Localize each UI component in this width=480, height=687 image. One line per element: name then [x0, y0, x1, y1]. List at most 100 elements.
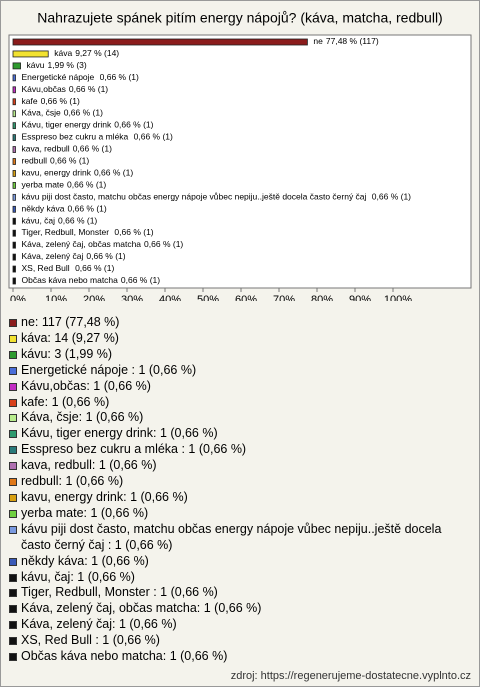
- bar: [12, 277, 16, 285]
- legend-swatch: [9, 350, 17, 359]
- x-tick-label: 90%: [349, 294, 371, 301]
- bar-label: Občas káva nebo matcha 0,66 % (1): [22, 275, 161, 285]
- legend-item: kafe: 1 (0,66 %): [9, 395, 471, 411]
- category-label: Tiger, Redbull, Monster: [22, 227, 112, 237]
- legend-label: Energetické nápoje : 1 (0,66 %): [21, 362, 197, 377]
- legend-label: kavu, energy drink: 1 (0,66 %): [21, 489, 188, 504]
- legend-item: kavu, energy drink: 1 (0,66 %): [9, 490, 471, 506]
- bar-label: Kávu,občas 0,66 % (1): [22, 84, 109, 94]
- legend-item: někdy káva: 1 (0,66 %): [9, 554, 471, 570]
- bar-label: Kávu, tiger energy drink 0,66 % (1): [22, 120, 154, 130]
- legend-swatch: [9, 334, 17, 343]
- x-tick-label: 100%: [384, 294, 412, 301]
- legend-item: Kávu, tiger energy drink: 1 (0,66 %): [9, 426, 471, 442]
- legend-swatch: [9, 637, 17, 646]
- value-label: 0,66 % (1): [75, 263, 114, 273]
- value-label: 0,66 % (1): [41, 96, 80, 106]
- value-label: 0,66 % (1): [69, 84, 108, 94]
- bar: [12, 253, 16, 261]
- bar-label: XS, Red Bull 0,66 % (1): [22, 263, 115, 273]
- x-tick-label: 30%: [121, 294, 143, 301]
- legend-label: kafe: 1 (0,66 %): [21, 394, 110, 409]
- value-label: 0,66 % (1): [100, 72, 139, 82]
- legend-label: kávu piji dost často, matchu občas energ…: [21, 521, 442, 552]
- legend-label: XS, Red Bull : 1 (0,66 %): [21, 633, 160, 648]
- bar-label: kavu, energy drink 0,66 % (1): [22, 168, 134, 178]
- bar: [12, 62, 21, 70]
- x-tick-label: 70%: [273, 294, 295, 301]
- category-label: yerba mate: [22, 180, 65, 190]
- category-label: Káva, čsje: [22, 108, 61, 118]
- legend-swatch: [9, 414, 17, 423]
- legend-item: Esspreso bez cukru a mléka : 1 (0,66 %): [9, 442, 471, 458]
- legend-label: redbull: 1 (0,66 %): [21, 474, 124, 489]
- legend-swatch: [9, 525, 17, 534]
- legend-swatch: [9, 446, 17, 455]
- legend-item: yerba mate: 1 (0,66 %): [9, 506, 471, 522]
- bar: [12, 217, 16, 225]
- legend-label: yerba mate: 1 (0,66 %): [21, 505, 149, 520]
- bar: [12, 134, 16, 142]
- legend-item: Tiger, Redbull, Monster : 1 (0,66 %): [9, 585, 471, 601]
- bar-label: kava, redbull 0,66 % (1): [22, 144, 113, 154]
- bar-label: Esspreso bez cukru a mléka 0,66 % (1): [22, 132, 174, 142]
- legend-swatch: [9, 462, 17, 471]
- category-label: kávu: [27, 60, 45, 70]
- legend-item: Káva, čsje: 1 (0,66 %): [9, 410, 471, 426]
- chart-title: Nahrazujete spánek pitím energy nápojů? …: [37, 10, 442, 26]
- legend-label: kávu, čaj: 1 (0,66 %): [21, 569, 135, 584]
- bar: [12, 241, 16, 249]
- value-label: 0,66 % (1): [144, 239, 183, 249]
- legend-item: Kávu,občas: 1 (0,66 %): [9, 379, 471, 395]
- x-tick-label: 40%: [159, 294, 181, 301]
- value-label: 9,27 % (14): [75, 48, 119, 58]
- value-label: 77,48 % (117): [326, 36, 379, 46]
- category-label: kávu, čaj: [22, 216, 56, 226]
- bar-label: Tiger, Redbull, Monster 0,66 % (1): [22, 227, 154, 237]
- category-label: Občas káva nebo matcha: [22, 275, 119, 285]
- legend-item: Káva, zelený čaj: 1 (0,66 %): [9, 617, 471, 633]
- x-tick-label: 60%: [235, 294, 257, 301]
- legend-item: kava, redbull: 1 (0,66 %): [9, 458, 471, 474]
- legend-label: kava, redbull: 1 (0,66 %): [21, 458, 157, 473]
- bar: [12, 181, 16, 189]
- category-label: kávu piji dost často, matchu občas energ…: [22, 192, 369, 202]
- category-label: Esspreso bez cukru a mléka: [22, 132, 131, 142]
- bar: [12, 98, 16, 106]
- bar-label: káva 9,27 % (14): [54, 48, 119, 58]
- bar-label: ne 77,48 % (117): [313, 36, 378, 46]
- bar: [12, 205, 16, 213]
- bar: [12, 50, 49, 58]
- legend-label: Kávu,občas: 1 (0,66 %): [21, 378, 151, 393]
- legend-label: Kávu, tiger energy drink: 1 (0,66 %): [21, 426, 218, 441]
- legend-swatch: [9, 557, 17, 566]
- value-label: 0,66 % (1): [58, 216, 97, 226]
- bar: [12, 193, 16, 201]
- legend-swatch: [9, 478, 17, 487]
- category-label: XS, Red Bull: [22, 263, 73, 273]
- legend-item: redbull: 1 (0,66 %): [9, 474, 471, 490]
- legend-label: Esspreso bez cukru a mléka : 1 (0,66 %): [21, 442, 247, 457]
- legend-swatch: [9, 366, 17, 375]
- legend-label: káva: 14 (9,27 %): [21, 330, 119, 345]
- legend-item: ne: 117 (77,48 %): [9, 315, 471, 331]
- legend-label: Káva, čsje: 1 (0,66 %): [21, 410, 144, 425]
- legend-item: Energetické nápoje : 1 (0,66 %): [9, 363, 471, 379]
- legend-swatch: [9, 430, 17, 439]
- x-tick-label: 0%: [10, 294, 26, 301]
- legend-label: Káva, zelený čaj: 1 (0,66 %): [21, 617, 177, 632]
- legend-label: Občas káva nebo matcha: 1 (0,66 %): [21, 649, 228, 664]
- legend-swatch: [9, 493, 17, 502]
- category-label: Káva, zelený čaj: [22, 251, 84, 261]
- legend-swatch: [9, 653, 17, 662]
- category-label: Kávu,občas: [22, 84, 66, 94]
- legend-label: někdy káva: 1 (0,66 %): [21, 553, 149, 568]
- value-label: 1,99 % (3): [48, 60, 87, 70]
- value-label: 0,66 % (1): [86, 251, 125, 261]
- legend-item: Občas káva nebo matcha: 1 (0,66 %): [9, 649, 471, 665]
- value-label: 0,66 % (1): [68, 204, 107, 214]
- bar: [12, 86, 16, 94]
- legend: ne: 117 (77,48 %) káva: 14 (9,27 %) kávu: …: [9, 315, 471, 665]
- legend-swatch: [9, 573, 17, 582]
